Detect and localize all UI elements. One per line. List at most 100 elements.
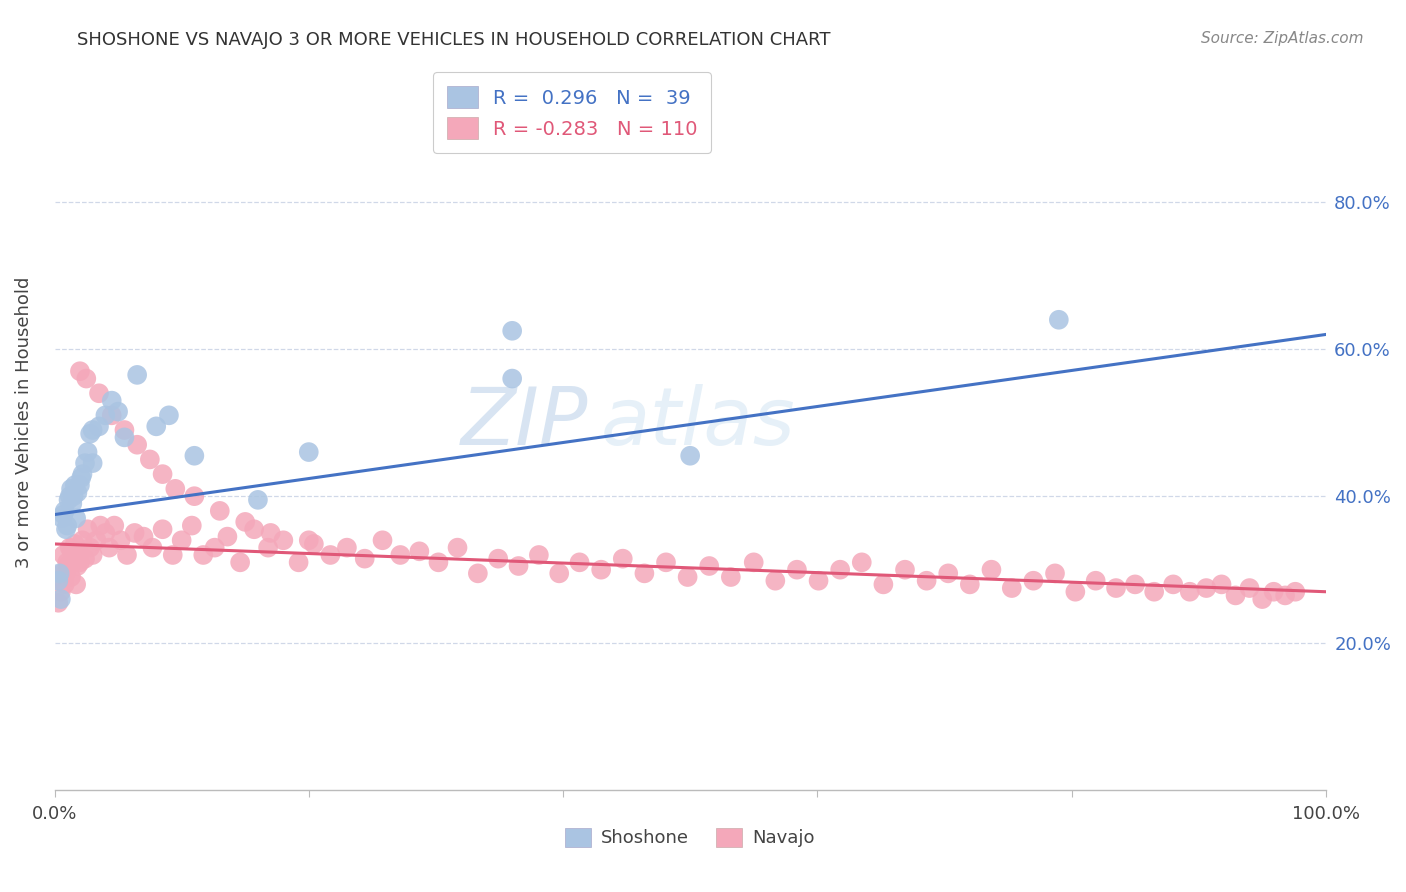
Point [193, 548, 215, 562]
Point [1263, 584, 1285, 599]
Point [62, 489, 84, 503]
Point [76, 445, 98, 459]
Point [353, 551, 375, 566]
Point [501, 371, 523, 385]
Point [55, 566, 77, 581]
Point [697, 559, 720, 574]
Point [60, 482, 83, 496]
Point [915, 574, 938, 588]
Point [66, 559, 89, 574]
Y-axis label: 3 or more Vehicles in Household: 3 or more Vehicles in Household [15, 277, 32, 568]
Point [1143, 584, 1166, 599]
Point [114, 423, 136, 437]
Point [73, 456, 96, 470]
Point [936, 566, 959, 581]
Point [830, 563, 852, 577]
Point [51, 566, 73, 581]
Point [55, 522, 77, 536]
Point [679, 449, 702, 463]
Point [807, 574, 830, 588]
Point [959, 577, 981, 591]
Point [157, 409, 180, 423]
Point [114, 430, 136, 444]
Point [53, 577, 76, 591]
Point [389, 548, 412, 562]
Point [676, 570, 699, 584]
Point [287, 555, 309, 569]
Point [107, 404, 129, 418]
Point [633, 566, 655, 581]
Point [69, 478, 91, 492]
Point [58, 559, 80, 574]
Point [63, 478, 86, 492]
Point [70, 471, 93, 485]
Point [162, 548, 184, 562]
Point [87, 386, 110, 401]
Point [53, 504, 76, 518]
Point [69, 555, 91, 569]
Point [259, 525, 281, 540]
Point [170, 533, 193, 548]
Point [46, 574, 69, 588]
Point [82, 548, 104, 562]
Point [273, 533, 295, 548]
Point [110, 533, 132, 548]
Point [59, 541, 82, 555]
Point [180, 518, 202, 533]
Point [49, 592, 72, 607]
Point [446, 541, 468, 555]
Point [742, 555, 765, 569]
Point [655, 555, 678, 569]
Point [86, 533, 108, 548]
Point [58, 492, 80, 507]
Point [60, 570, 83, 584]
Point [1001, 581, 1024, 595]
Point [79, 426, 101, 441]
Point [82, 423, 104, 437]
Point [786, 563, 808, 577]
Point [208, 504, 231, 518]
Point [1251, 592, 1274, 607]
Point [1225, 589, 1247, 603]
Point [89, 518, 111, 533]
Point [69, 364, 91, 378]
Point [124, 525, 146, 540]
Point [152, 467, 174, 482]
Point [720, 570, 742, 584]
Point [246, 492, 269, 507]
Point [427, 555, 450, 569]
Point [894, 563, 917, 577]
Text: SHOSHONE VS NAVAJO 3 OR MORE VEHICLES IN HOUSEHOLD CORRELATION CHART: SHOSHONE VS NAVAJO 3 OR MORE VEHICLES IN… [77, 31, 831, 49]
Point [508, 559, 530, 574]
Point [763, 574, 786, 588]
Point [243, 522, 266, 536]
Point [319, 548, 342, 562]
Point [568, 555, 591, 569]
Point [298, 445, 321, 459]
Point [1178, 584, 1201, 599]
Point [52, 548, 75, 562]
Point [65, 577, 87, 591]
Point [1239, 581, 1261, 595]
Point [527, 548, 550, 562]
Point [1195, 581, 1218, 595]
Text: atlas: atlas [602, 384, 796, 462]
Point [591, 563, 613, 577]
Point [548, 566, 571, 581]
Point [1022, 574, 1045, 588]
Point [56, 555, 79, 569]
Point [408, 544, 430, 558]
Point [62, 555, 84, 569]
Point [98, 541, 121, 555]
Point [1123, 577, 1146, 591]
Point [1211, 577, 1233, 591]
Point [139, 452, 162, 467]
Point [79, 541, 101, 555]
Point [94, 525, 117, 540]
Point [94, 409, 117, 423]
Point [336, 541, 359, 555]
Point [980, 563, 1002, 577]
Point [60, 544, 83, 558]
Point [612, 551, 634, 566]
Point [229, 555, 252, 569]
